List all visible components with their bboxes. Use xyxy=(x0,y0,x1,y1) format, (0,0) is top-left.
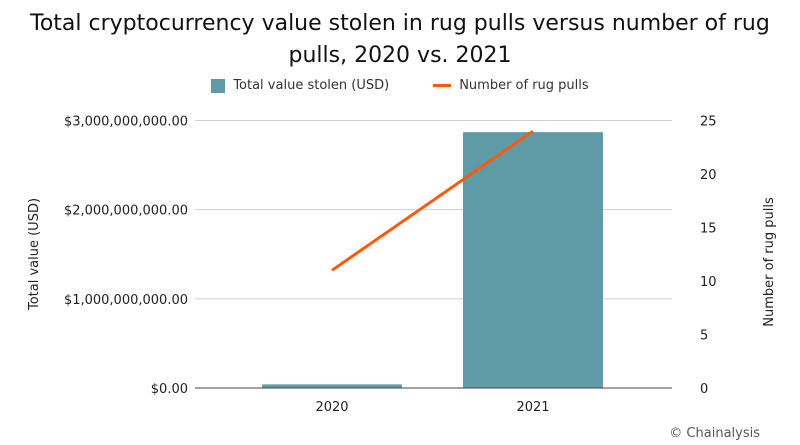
y2-tick-label: 0 xyxy=(700,382,708,397)
legend-item-value: Total value stolen (USD) xyxy=(211,78,389,93)
legend-swatch-line xyxy=(433,84,452,87)
legend: Total value stolen (USD) Number of rug p… xyxy=(0,78,800,93)
credit-text: © Chainalysis xyxy=(669,426,760,441)
y-axis-title: Total value (USD) xyxy=(27,198,42,311)
legend-swatch-bar xyxy=(211,78,226,93)
x-tick-label: 2021 xyxy=(516,400,549,415)
line-number-of-rug-pulls xyxy=(331,129,534,272)
y2-tick-label: 25 xyxy=(700,115,717,130)
y-tick-label: $3,000,000,000.00 xyxy=(64,115,188,130)
x-tick-label: 2020 xyxy=(315,400,348,415)
y2-tick-label: 20 xyxy=(700,168,717,183)
y2-tick-label: 5 xyxy=(700,329,708,344)
chart-title: Total cryptocurrency value stolen in rug… xyxy=(30,11,770,68)
y-tick-label: $1,000,000,000.00 xyxy=(64,293,188,308)
y2-axis-title: Number of rug pulls xyxy=(762,197,777,327)
legend-label: Number of rug pulls xyxy=(459,78,589,93)
y2-tick-label: 10 xyxy=(700,275,717,290)
y-tick-label: $2,000,000,000.00 xyxy=(64,204,188,219)
legend-item-count: Number of rug pulls xyxy=(433,78,589,93)
y2-tick-label: 15 xyxy=(700,222,717,237)
bar-2021 xyxy=(463,132,603,388)
bar-2020 xyxy=(262,384,402,388)
y-tick-label: $0.00 xyxy=(151,382,188,397)
legend-label: Total value stolen (USD) xyxy=(233,78,390,93)
